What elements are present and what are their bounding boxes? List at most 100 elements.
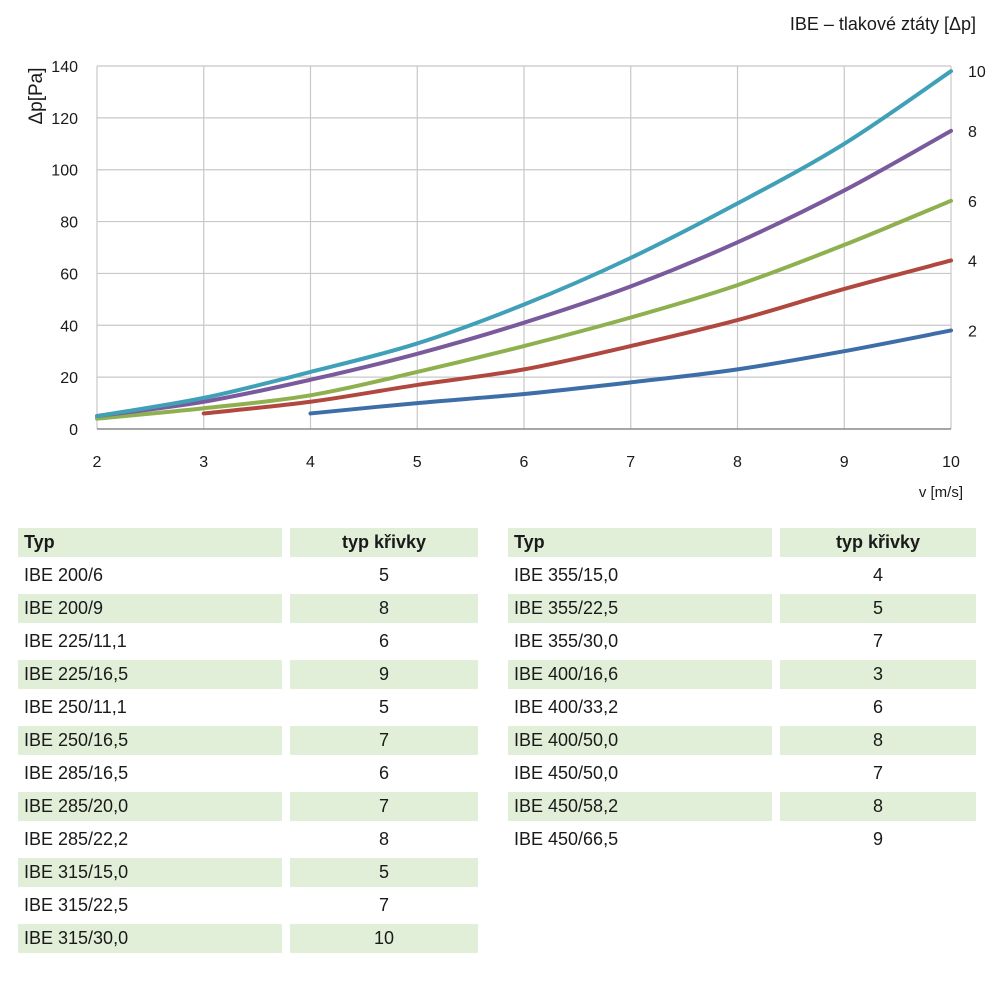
type-cell: IBE 355/22,5 [508, 594, 772, 623]
table-row: IBE 315/22,5 7 [18, 891, 478, 920]
curve-type-cell: 5 [290, 858, 478, 887]
type-cell: IBE 450/50,0 [514, 763, 619, 783]
x-tick-label: 8 [733, 454, 742, 471]
table-row: IBE 450/58,2 8 [508, 792, 976, 821]
chart-title: IBE – tlakové ztáty [Δp] [789, 14, 976, 34]
y-tick-label: 120 [51, 111, 78, 128]
type-cell: IBE 400/33,2 [514, 697, 619, 717]
table-row: IBE 200/9 8 [18, 594, 478, 623]
series-line-8 [95, 128, 953, 419]
type-cell: IBE 315/30,0 [18, 924, 282, 953]
x-tick-label: 6 [520, 454, 529, 471]
curve-type-cell: 8 [290, 594, 478, 623]
table-row: IBE 355/15,0 4 [508, 561, 976, 590]
y-tick-label: 0 [69, 422, 78, 439]
header-typ: Typ [508, 528, 772, 557]
curve-type-cell: 7 [872, 763, 883, 783]
type-cell: IBE 285/16,5 [24, 763, 129, 783]
y-tick-label: 40 [60, 318, 78, 335]
y-tick-label: 20 [60, 370, 78, 387]
table-row: IBE 285/22,2 8 [18, 825, 478, 854]
table-row: IBE 400/16,6 3 [508, 660, 976, 689]
series-label: 8 [968, 124, 977, 141]
series-line-10 [95, 69, 953, 419]
type-cell: IBE 250/16,5 [18, 726, 282, 755]
type-cell: IBE 355/15,0 [514, 565, 619, 585]
curve-type-cell: 5 [378, 565, 389, 585]
header-typ-krivky: typ křivky [780, 528, 976, 557]
curve-type-cell: 6 [378, 763, 389, 783]
table-row: IBE 450/50,0 7 [508, 759, 976, 788]
curve-type-cell: 6 [872, 697, 883, 717]
curve-type-cell: 6 [378, 631, 389, 651]
series-label: 10 [968, 64, 986, 81]
type-cell: IBE 400/16,6 [508, 660, 772, 689]
type-cell: IBE 225/16,5 [18, 660, 282, 689]
series-label: 4 [968, 253, 977, 270]
type-cell: IBE 355/30,0 [514, 631, 619, 651]
curve-type-cell: 3 [780, 660, 976, 689]
curve-type-cell: 7 [872, 631, 883, 651]
table-row: IBE 400/50,0 8 [508, 726, 976, 755]
table-row: IBE 200/6 5 [18, 561, 478, 590]
type-cell: IBE 285/20,0 [18, 792, 282, 821]
series-label: 6 [968, 194, 977, 211]
table-row: IBE 225/16,5 9 [18, 660, 478, 689]
type-cell: IBE 225/11,1 [24, 631, 127, 651]
curve-type-cell: 7 [290, 792, 478, 821]
curve-type-cell: 9 [290, 660, 478, 689]
type-cell: IBE 315/22,5 [24, 895, 129, 915]
x-tick-label: 9 [840, 454, 849, 471]
x-axis-label: v [m/s] [919, 484, 963, 501]
table-row: IBE 315/30,0 10 [18, 924, 478, 953]
table-row: IBE 285/16,5 6 [18, 759, 478, 788]
x-tick-label: 5 [413, 454, 422, 471]
series-label: 2 [968, 323, 977, 340]
curve-type-cell: 7 [290, 726, 478, 755]
table-row: IBE 355/30,0 7 [508, 627, 976, 656]
curve-type-cell: 4 [872, 565, 883, 585]
y-tick-label: 140 [51, 59, 78, 76]
table-row: IBE 225/11,1 6 [18, 627, 478, 656]
y-tick-label: 100 [51, 163, 78, 180]
curve-type-cell: 9 [872, 829, 883, 849]
curve-type-cell: 8 [780, 792, 976, 821]
type-table-left: Typ typ křivky IBE 200/6 5 IBE 200/9 8 IBE 2… [18, 524, 478, 957]
type-cell: IBE 450/66,5 [514, 829, 619, 849]
y-tick-label: 80 [60, 215, 78, 232]
table-row: IBE 355/22,5 5 [508, 594, 976, 623]
x-tick-label: 4 [306, 454, 315, 471]
y-tick-label: 60 [60, 266, 78, 283]
type-cell: IBE 450/58,2 [508, 792, 772, 821]
series-line-6 [95, 198, 953, 421]
series-line-2 [308, 328, 953, 416]
curve-type-cell: 5 [780, 594, 976, 623]
table-row: IBE 400/33,2 6 [508, 693, 976, 722]
type-cell: IBE 285/22,2 [24, 829, 129, 849]
table-row: IBE 285/20,0 7 [18, 792, 478, 821]
header-typ-krivky: typ křivky [290, 528, 478, 557]
curve-type-cell: 5 [378, 697, 389, 717]
curve-type-cell: 8 [780, 726, 976, 755]
curve-type-cell: 10 [290, 924, 478, 953]
type-cell: IBE 315/15,0 [18, 858, 282, 887]
table-row: IBE 250/11,1 5 [18, 693, 478, 722]
series-line-4 [201, 258, 953, 416]
type-cell: IBE 400/50,0 [508, 726, 772, 755]
table-row: IBE 315/15,0 5 [18, 858, 478, 887]
type-cell: IBE 200/6 [24, 565, 104, 585]
header-typ: Typ [18, 528, 282, 557]
type-cell: IBE 200/9 [18, 594, 282, 623]
type-table-right: Typ typ křivky IBE 355/15,0 4 IBE 355/22,5… [508, 524, 976, 858]
type-cell: IBE 250/11,1 [24, 697, 127, 717]
curve-type-cell: 7 [378, 895, 389, 915]
y-axis-label: Δp[Pa] [26, 67, 47, 124]
curve-type-cell: 8 [378, 829, 389, 849]
table-row: IBE 450/66,5 9 [508, 825, 976, 854]
x-tick-label: 10 [942, 454, 960, 471]
table-row: IBE 250/16,5 7 [18, 726, 478, 755]
x-tick-label: 3 [199, 454, 208, 471]
x-tick-label: 2 [93, 454, 102, 471]
x-tick-label: 7 [626, 454, 635, 471]
